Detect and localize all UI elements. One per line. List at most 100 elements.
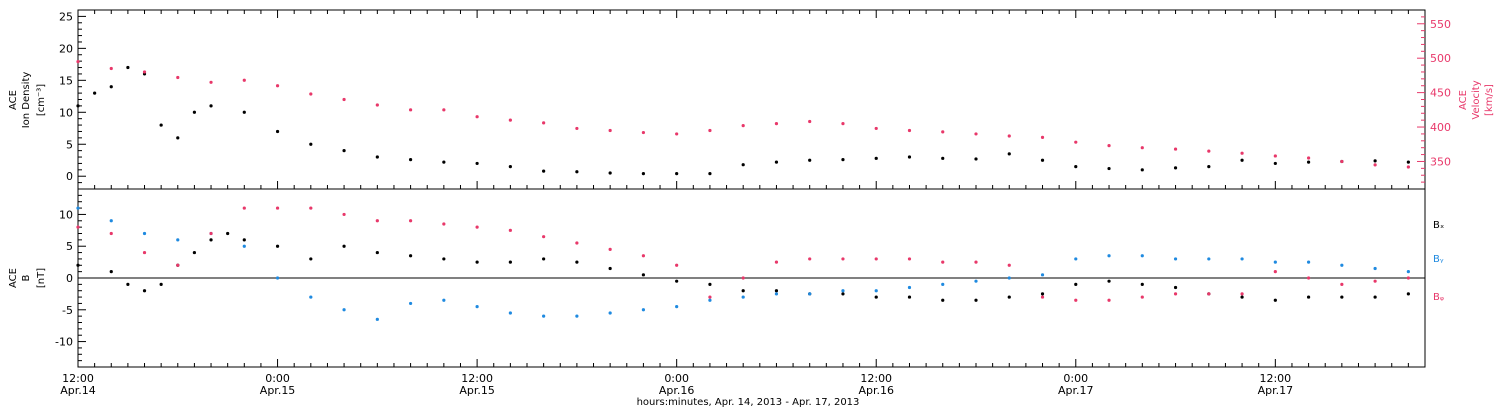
top-density-point xyxy=(1107,166,1111,171)
bottom-field-point xyxy=(1273,298,1277,302)
bottom-left-tick-label: 5 xyxy=(66,240,73,253)
bottom-field-point xyxy=(907,285,912,290)
top-left-tick-label: 5 xyxy=(66,138,73,151)
x-tick-time-label: 0:00 xyxy=(265,372,290,385)
bottom-field-point xyxy=(1406,292,1410,296)
x-tick-time-label: 12:00 xyxy=(461,372,493,385)
top-density-point xyxy=(442,160,446,164)
bottom-field-point xyxy=(242,238,246,242)
top-velocity-point xyxy=(309,92,313,96)
bottom-field-point xyxy=(608,247,612,251)
top-density-point xyxy=(209,104,213,108)
bottom-field-point xyxy=(941,282,945,286)
top-velocity-point xyxy=(941,130,945,134)
top-density-point xyxy=(542,169,546,173)
bottom-field-point xyxy=(542,314,546,318)
bottom-field-point xyxy=(309,206,313,210)
bottom-field-point xyxy=(408,301,413,306)
x-tick-time-label: 12:00 xyxy=(1259,372,1291,385)
x-tick-time-label: 0:00 xyxy=(664,372,689,385)
bottom-field-point xyxy=(1406,270,1410,274)
top-density-point xyxy=(1140,168,1144,172)
top-velocity-point xyxy=(109,66,113,71)
top-density-point xyxy=(774,160,779,164)
x-tick-time-label: 12:00 xyxy=(860,372,892,385)
bottom-field-series-1 xyxy=(76,206,1410,321)
top-velocity-point xyxy=(907,128,912,133)
top-velocity-point xyxy=(1173,147,1178,151)
bottom-field-point xyxy=(1207,257,1211,261)
x-tick-time-label: 12:00 xyxy=(62,372,94,385)
bottom-field-point xyxy=(774,289,779,293)
top-velocity-point xyxy=(1273,154,1277,158)
bottom-field-point xyxy=(1240,257,1244,261)
bottom-field-point xyxy=(907,257,912,261)
top-velocity-point xyxy=(675,132,679,136)
top-velocity-point xyxy=(1406,165,1410,169)
bottom-field-point xyxy=(608,266,612,271)
top-density-point xyxy=(575,170,579,174)
bottom-field-point xyxy=(242,244,246,248)
bottom-field-point xyxy=(841,257,845,261)
bottom-field-point xyxy=(874,289,878,293)
top-velocity-point xyxy=(841,121,845,126)
top-density-point xyxy=(242,110,246,114)
bottom-field-point xyxy=(1007,276,1011,280)
top-density-point xyxy=(1373,159,1377,163)
bottom-field-point xyxy=(1107,254,1111,258)
top-density-point xyxy=(342,149,346,153)
top-density-point xyxy=(874,156,878,160)
top-velocity-point xyxy=(774,121,779,126)
bottom-left-tick-label: 0 xyxy=(66,272,73,285)
bottom-field-point xyxy=(275,244,280,248)
bottom-field-point xyxy=(142,289,147,293)
top-velocity-point xyxy=(1306,156,1311,160)
bottom-field-point xyxy=(575,241,579,245)
bottom-field-point xyxy=(275,206,280,210)
legend-bz: Bᵩ xyxy=(1433,292,1444,303)
top-velocity-point xyxy=(442,108,446,112)
bottom-field-point xyxy=(1074,298,1078,302)
top-left-tick-label: 10 xyxy=(59,106,73,119)
bottom-field-point xyxy=(874,257,878,261)
top-density-point xyxy=(192,110,197,114)
bottom-field-point xyxy=(226,231,230,236)
bottom-field-point xyxy=(309,295,313,299)
bottom-field-point xyxy=(841,292,845,296)
top-density-point xyxy=(941,156,945,160)
bottom-field-point xyxy=(309,257,313,261)
bottom-field-point xyxy=(1173,257,1178,261)
legend-by: Bᵧ xyxy=(1433,254,1444,265)
bottom-field-series-2 xyxy=(76,206,1410,302)
top-density-point xyxy=(1240,158,1244,162)
bottom-field-point xyxy=(342,212,346,217)
bottom-field-point xyxy=(1340,263,1344,267)
top-velocity-point xyxy=(1207,149,1211,153)
top-left-tick-label: 25 xyxy=(59,10,73,23)
top-right-tick-label: 350 xyxy=(1430,155,1451,168)
top-density-point xyxy=(275,129,280,134)
bottom-field-point xyxy=(808,257,812,261)
bottom-field-point xyxy=(508,311,512,315)
x-axis: 12:00Apr.140:00Apr.1512:00Apr.150:00Apr.… xyxy=(60,10,1426,408)
top-velocity-point xyxy=(808,119,812,124)
bottom-field-point xyxy=(542,257,546,261)
top-velocity-point xyxy=(608,128,612,133)
top-velocity-point xyxy=(275,84,280,88)
top-velocity-point xyxy=(242,78,246,82)
bottom-field-point xyxy=(808,292,812,296)
bottom-field-point xyxy=(1040,295,1045,299)
bottom-field-point xyxy=(874,295,878,299)
top-right-ylabel-line3: [km/s] xyxy=(1484,84,1495,116)
top-density-point xyxy=(1406,160,1410,164)
bottom-field-point xyxy=(1373,295,1377,299)
top-data-points xyxy=(76,60,1410,176)
top-velocity-point xyxy=(142,70,147,74)
top-velocity-point xyxy=(76,60,80,64)
top-velocity-point xyxy=(1240,151,1244,155)
bottom-field-point xyxy=(1207,292,1211,296)
bottom-panel: -10 -5 0 5 10 ACE B [nT] Bₓ Bᵧ Bᵩ xyxy=(8,188,1444,368)
x-tick-date-label: Apr.17 xyxy=(1058,384,1094,397)
